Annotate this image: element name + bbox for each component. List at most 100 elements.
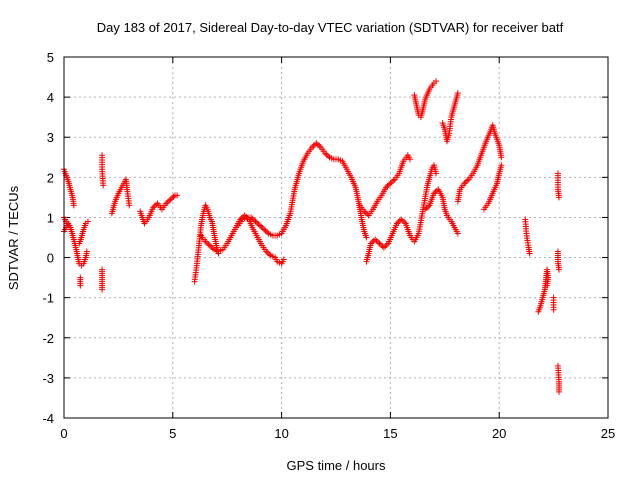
y-tick-label: -1 [42, 291, 54, 306]
data-point [208, 243, 215, 250]
data-point [423, 205, 430, 212]
y-tick-label: -2 [42, 331, 54, 346]
y-tick-label: 1 [47, 210, 54, 225]
data-point [258, 223, 265, 230]
x-tick-label: 5 [169, 426, 176, 441]
data-point [163, 200, 170, 207]
data-point [461, 180, 468, 187]
data-point [377, 241, 384, 248]
data-point [425, 203, 432, 210]
data-point [249, 215, 256, 222]
data-point [382, 243, 389, 250]
data-point [67, 224, 74, 231]
data-point [526, 250, 533, 257]
data-point [316, 142, 323, 149]
y-axis-label: SDTVAR / TECUs [6, 185, 21, 290]
data-point [266, 251, 273, 258]
y-tick-label: 0 [47, 251, 54, 266]
data-point [203, 239, 210, 246]
data-point [310, 142, 317, 149]
data-point [313, 140, 320, 147]
data-point [202, 238, 209, 245]
plot-frame [63, 56, 609, 419]
data-point [544, 282, 551, 289]
data-point [464, 177, 471, 184]
data-point [259, 225, 266, 232]
data-point [322, 150, 329, 157]
y-tick-label: 3 [47, 130, 54, 145]
y-tick-label: -3 [42, 371, 54, 386]
data-point [248, 214, 255, 221]
data-point [256, 222, 263, 229]
data-point [263, 248, 270, 255]
x-tick-label: 0 [60, 426, 67, 441]
data-point [209, 245, 216, 252]
data-point [264, 229, 271, 236]
grid-lines [64, 57, 608, 418]
data-point [387, 180, 394, 187]
data-point [77, 282, 84, 289]
data-point [372, 236, 379, 243]
data-point [153, 201, 160, 208]
data-point [383, 241, 390, 248]
data-point [406, 156, 413, 163]
data-point [84, 218, 91, 225]
x-axis-label: GPS time / hours [287, 458, 386, 473]
data-point [390, 177, 397, 184]
x-tick-labels: 0 5 10 15 20 25 [60, 426, 615, 441]
data-point [433, 170, 440, 177]
data-point [264, 249, 271, 256]
data-point [174, 192, 181, 199]
data-point [556, 266, 563, 273]
data-point [255, 221, 262, 228]
data-point [363, 234, 370, 241]
data-point [325, 152, 332, 159]
data-point [462, 179, 469, 186]
data-point [454, 230, 461, 237]
data-point [166, 197, 173, 204]
data-point [169, 195, 176, 202]
data-point [206, 242, 213, 249]
data-point [454, 90, 461, 97]
data-point [380, 244, 387, 251]
data-point [70, 202, 77, 209]
data-point [364, 211, 371, 218]
data-point [430, 190, 437, 197]
data-point [384, 183, 391, 190]
data-point [314, 141, 321, 148]
data-point [323, 151, 330, 158]
data-point [498, 154, 505, 161]
data-point [433, 187, 440, 194]
x-tick-label: 25 [601, 426, 615, 441]
data-point [556, 388, 563, 395]
data-point [422, 206, 429, 213]
data-point [367, 240, 374, 247]
y-tick-labels: -4 -3 -2 -1 0 1 2 3 4 5 [42, 50, 54, 426]
data-point [398, 216, 405, 223]
x-tick-label: 15 [383, 426, 397, 441]
data-point [369, 239, 376, 246]
data-point [393, 220, 400, 227]
data-point [385, 181, 392, 188]
data-point [205, 241, 212, 248]
data-point [362, 209, 369, 216]
y-tick-label: 4 [47, 90, 54, 105]
data-point [388, 179, 395, 186]
data-point [432, 189, 439, 196]
data-point [261, 226, 268, 233]
data-point [262, 227, 269, 234]
data-points [61, 78, 563, 395]
data-point [167, 196, 174, 203]
data-point [556, 194, 563, 201]
data-point [361, 208, 368, 215]
data-point [383, 184, 390, 191]
data-point [251, 217, 258, 224]
data-point [498, 162, 505, 169]
data-point [126, 202, 133, 209]
y-tick-label: -4 [42, 411, 54, 426]
data-point [252, 218, 259, 225]
data-point [401, 219, 408, 226]
data-point [375, 239, 382, 246]
data-point [376, 240, 383, 247]
